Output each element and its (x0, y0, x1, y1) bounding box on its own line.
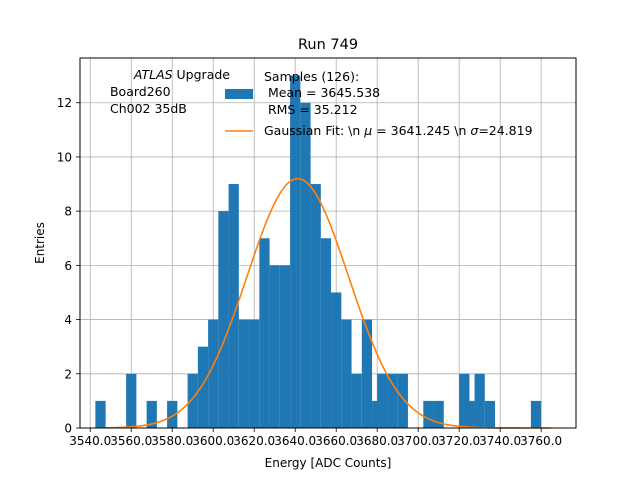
legend-mean-label: Mean = 3645.538 (264, 85, 380, 100)
histogram-bar (351, 373, 362, 428)
y-axis-label: Entries (33, 222, 47, 264)
plot-frame (79, 57, 577, 429)
histogram-bar (372, 400, 383, 428)
x-tick-label: 3600.0 (192, 434, 234, 448)
legend-fit-sigma: σ (470, 123, 479, 138)
histogram-bar (320, 238, 332, 428)
histogram-bar (397, 373, 408, 428)
histogram-bar (341, 319, 352, 428)
annotation-channel: Ch002 35dB (106, 101, 187, 116)
atlas-annotation: ATLAS Upgrade Board260 Ch002 35dB (106, 67, 250, 116)
x-tick-label: 3540.0 (69, 434, 111, 448)
x-tick-label: 3660.0 (315, 434, 357, 448)
histogram-bar (259, 238, 270, 428)
y-tick-label: 4 (64, 313, 72, 327)
histogram-bar (167, 400, 178, 428)
x-tick-label: 3700.0 (397, 434, 439, 448)
y-tick-label: 8 (64, 205, 72, 219)
legend: Samples (126): Mean = 3645.538 RMS = 35.… (225, 69, 533, 138)
legend-fit-mu: μ (363, 123, 372, 138)
y-tick-label: 2 (64, 367, 72, 381)
histogram-bar (484, 400, 496, 428)
histogram-bar (464, 400, 475, 428)
x-tick-label: 3620.0 (233, 434, 275, 448)
x-tick-label: 3580.0 (151, 434, 193, 448)
histogram-bar (387, 373, 398, 428)
x-axis-ticks: 3540.03560.03580.03600.03620.03640.03660… (69, 428, 562, 448)
histogram-bar (228, 184, 239, 428)
x-tick-label: 3760.0 (520, 434, 562, 448)
y-tick-label: 12 (57, 96, 72, 110)
x-tick-label: 3680.0 (356, 434, 398, 448)
legend-fit-mid: = 3641.245 \n (372, 123, 470, 138)
legend-fit-label: Gaussian Fit: \n μ = 3641.245 \n σ=24.81… (264, 123, 533, 138)
legend-histogram-swatch (225, 89, 253, 99)
histogram-bar (197, 346, 209, 428)
x-tick-label: 3640.0 (274, 434, 316, 448)
histogram-bar (300, 102, 311, 428)
x-axis-label: Energy [ADC Counts] (265, 456, 392, 470)
histogram-bar (249, 319, 260, 428)
histogram-bar (377, 373, 388, 428)
legend-samples-label: Samples (126): (264, 69, 359, 84)
histogram-bar (290, 75, 301, 428)
y-axis-ticks: 0 2 4 6 8 10 12 (57, 96, 80, 436)
y-tick-label: 6 (64, 259, 72, 273)
legend-rms-label: RMS = 35.212 (264, 102, 358, 117)
histogram-bar (279, 265, 291, 428)
histogram-bar (423, 400, 434, 428)
svg-text:ATLAS Upgrade: ATLAS Upgrade (106, 67, 250, 82)
histogram-bar (218, 211, 229, 428)
histogram-bar (208, 319, 219, 428)
x-tick-label: 3720.0 (438, 434, 480, 448)
histogram-bar (530, 400, 542, 428)
histogram-bar (146, 400, 157, 428)
histogram-bar (126, 373, 137, 428)
histogram-bar (187, 373, 198, 428)
bars (95, 75, 542, 428)
histogram-bar (331, 292, 342, 428)
y-tick-label: 10 (57, 150, 72, 164)
histogram-bar (238, 319, 250, 428)
histogram-bar (433, 400, 444, 428)
chart-title: Run 749 (298, 37, 358, 53)
legend-fit-prefix: Gaussian Fit: \n (264, 123, 364, 138)
histogram-bar (474, 373, 485, 428)
legend-fit-suffix: =24.819 (478, 123, 532, 138)
annotation-board: Board260 (106, 84, 171, 99)
annotation-atlas: ATLAS (133, 67, 173, 82)
histogram-bar (310, 184, 321, 428)
histogram-bar (269, 265, 280, 428)
y-tick-label: 0 (64, 422, 72, 436)
histogram-bar (361, 319, 373, 428)
histogram-bar (95, 400, 106, 428)
x-tick-label: 3740.0 (479, 434, 521, 448)
annotation-upgrade: Upgrade (173, 67, 231, 82)
x-tick-label: 3560.0 (110, 434, 152, 448)
